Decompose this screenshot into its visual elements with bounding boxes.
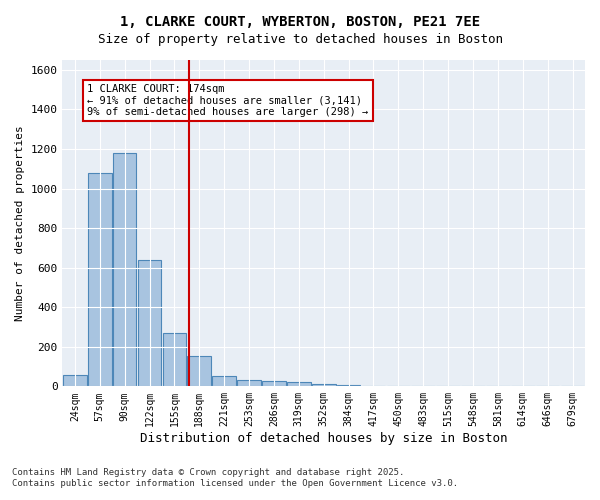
Bar: [237, 380, 261, 386]
Bar: [137, 260, 161, 386]
Bar: [88, 172, 112, 386]
Bar: [287, 382, 311, 386]
X-axis label: Distribution of detached houses by size in Boston: Distribution of detached houses by size …: [140, 432, 508, 445]
Bar: [212, 376, 236, 386]
Bar: [312, 384, 335, 386]
Text: 1 CLARKE COURT: 174sqm
← 91% of detached houses are smaller (3,141)
9% of semi-d: 1 CLARKE COURT: 174sqm ← 91% of detached…: [88, 84, 368, 117]
Bar: [63, 375, 86, 386]
Text: Size of property relative to detached houses in Boston: Size of property relative to detached ho…: [97, 32, 503, 46]
Text: 1, CLARKE COURT, WYBERTON, BOSTON, PE21 7EE: 1, CLARKE COURT, WYBERTON, BOSTON, PE21 …: [120, 15, 480, 29]
Bar: [187, 356, 211, 386]
Y-axis label: Number of detached properties: Number of detached properties: [15, 126, 25, 321]
Bar: [262, 382, 286, 386]
Bar: [163, 333, 186, 386]
Bar: [113, 153, 136, 386]
Text: Contains HM Land Registry data © Crown copyright and database right 2025.
Contai: Contains HM Land Registry data © Crown c…: [12, 468, 458, 487]
